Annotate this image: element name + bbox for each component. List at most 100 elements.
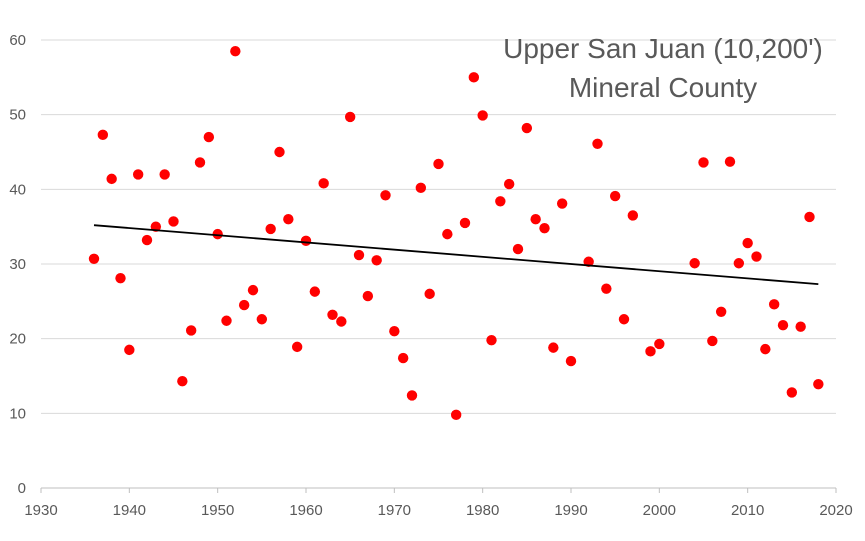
- data-point: [309, 286, 321, 297]
- x-tick-labels: 1930 1940 1950 1960 1970 1980 1990 2000 2010 2020: [24, 502, 852, 519]
- data-point: [106, 173, 117, 185]
- data-point: [177, 376, 188, 387]
- data-point: [256, 314, 268, 325]
- data-point: [698, 157, 709, 168]
- data-point: [212, 228, 223, 240]
- data-point: [565, 355, 577, 367]
- x-tick-label: 1940: [113, 502, 146, 519]
- data-point: [141, 234, 153, 246]
- x-tick-label: 1980: [466, 502, 499, 519]
- data-point: [406, 390, 418, 401]
- grid-lines: [41, 39, 836, 414]
- data-point: [88, 253, 100, 264]
- x-tick-label: 1950: [201, 502, 234, 519]
- data-points: [88, 46, 824, 421]
- data-point: [609, 190, 621, 202]
- axes: [40, 487, 837, 493]
- data-point: [459, 217, 471, 229]
- data-point: [442, 228, 453, 240]
- data-point: [548, 342, 559, 353]
- data-point: [813, 379, 824, 390]
- data-point: [274, 146, 285, 158]
- y-tick-label: 10: [9, 405, 26, 422]
- data-point: [300, 235, 312, 247]
- data-point: [751, 251, 762, 262]
- data-point: [777, 320, 789, 331]
- data-point: [389, 326, 400, 337]
- data-point: [168, 216, 179, 227]
- data-point: [159, 169, 170, 180]
- data-point: [768, 299, 780, 310]
- y-tick-label: 20: [9, 331, 26, 348]
- data-point: [397, 352, 409, 364]
- data-point: [592, 138, 603, 149]
- data-point: [556, 198, 568, 209]
- data-point: [247, 284, 259, 296]
- y-tick-label: 0: [18, 480, 26, 497]
- data-point: [804, 211, 815, 223]
- data-point: [742, 237, 753, 249]
- data-point: [627, 210, 639, 221]
- data-point: [415, 182, 427, 194]
- data-point: [336, 316, 347, 327]
- data-point: [795, 321, 806, 332]
- data-point: [371, 255, 382, 266]
- data-point: [760, 343, 771, 355]
- data-point: [477, 110, 488, 121]
- y-tick-label: 40: [9, 181, 26, 198]
- data-point: [433, 158, 444, 170]
- data-point: [344, 111, 356, 123]
- data-point: [724, 156, 736, 167]
- data-point: [503, 178, 515, 190]
- data-point: [97, 129, 109, 141]
- data-point: [238, 299, 250, 311]
- y-tick-label: 60: [9, 32, 26, 49]
- data-point: [283, 214, 294, 225]
- data-point: [424, 288, 435, 300]
- data-point: [194, 157, 206, 168]
- chart-title-line-2: Mineral County: [569, 72, 757, 103]
- data-point: [380, 190, 391, 201]
- trendline-layer: [93, 224, 819, 286]
- y-tick-label: 50: [9, 107, 26, 124]
- data-point: [221, 315, 232, 326]
- x-tick-label: 1960: [289, 502, 322, 519]
- x-tick-label: 1970: [378, 502, 411, 519]
- data-point: [362, 290, 374, 302]
- data-point: [124, 344, 135, 356]
- x-tick-label: 1930: [24, 502, 57, 519]
- data-point: [450, 409, 462, 421]
- x-tick-label: 2020: [819, 502, 852, 519]
- data-point: [486, 334, 497, 346]
- data-point: [715, 306, 727, 317]
- data-point: [689, 258, 700, 269]
- chart-title-line-1: Upper San Juan (10,200'): [503, 33, 823, 64]
- data-point: [645, 346, 656, 357]
- data-point: [327, 309, 338, 320]
- data-point: [530, 214, 541, 225]
- data-point: [601, 283, 612, 294]
- y-tick-label: 30: [9, 256, 26, 273]
- y-tick-labels: 0 10 20 30 40 50 60: [9, 32, 26, 497]
- data-point: [539, 222, 550, 234]
- data-point: [265, 223, 276, 235]
- data-point: [512, 243, 524, 255]
- data-point: [291, 341, 303, 353]
- data-point: [353, 249, 365, 261]
- data-point: [185, 325, 197, 336]
- data-point: [115, 272, 126, 284]
- data-point: [707, 335, 718, 347]
- data-point: [733, 258, 745, 269]
- trendline: [93, 224, 819, 286]
- data-point: [318, 178, 329, 189]
- data-point: [468, 72, 480, 83]
- data-point: [654, 338, 665, 350]
- x-tick-label: 2000: [643, 502, 676, 519]
- data-point: [786, 387, 798, 398]
- data-point: [132, 169, 144, 180]
- data-point: [230, 46, 241, 57]
- x-tick-label: 1990: [554, 502, 587, 519]
